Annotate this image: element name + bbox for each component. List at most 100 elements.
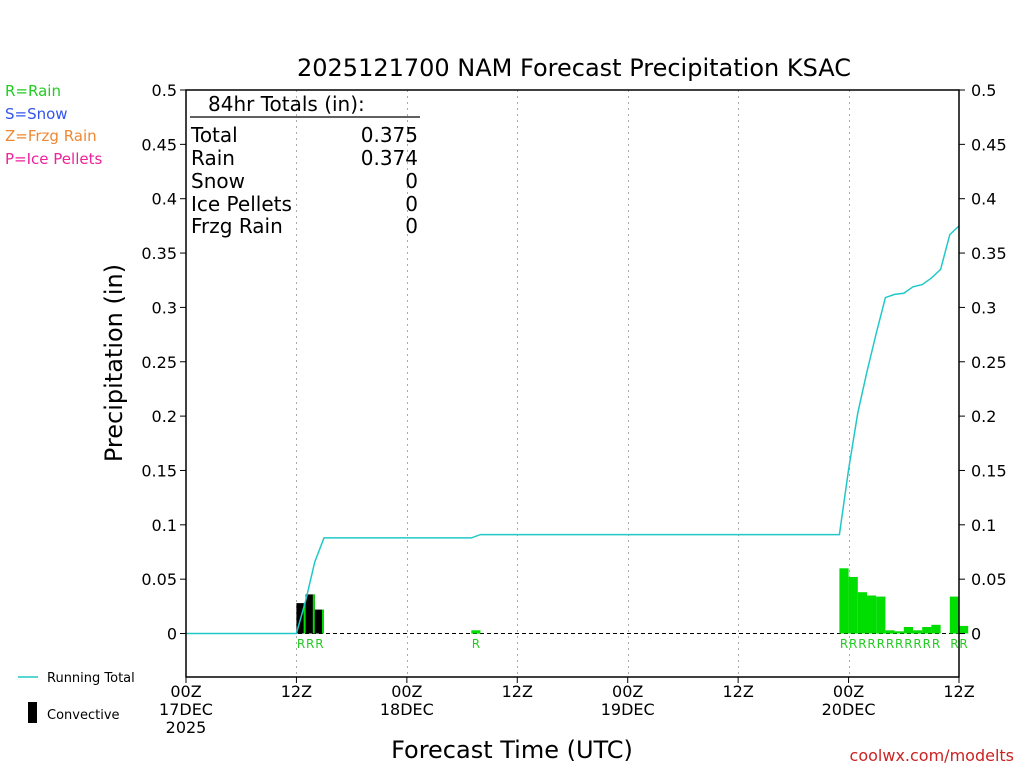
rain-bar [949,596,959,634]
rain-bar [922,627,932,634]
convective-legend-label: Convective [47,708,120,723]
plot-frame [185,89,960,678]
x-tick-label: 19DEC [601,700,655,719]
y-tick-label: 0.4 [152,190,177,209]
y-tick-label-right: 0.4 [971,190,996,209]
precip-bars [296,568,969,634]
x-tick-label: 00Z [391,682,422,701]
totals-label-rain: Rain [191,146,235,170]
x-tick-label: 12Z [281,682,312,701]
rain-bar [867,595,877,634]
x-axis-label: Forecast Time (UTC) [391,736,633,764]
x-tick-label: 2025 [166,718,207,737]
y-tick-label: 0.45 [141,135,177,154]
precip-type-label: R [877,637,885,651]
y-tick-label: 0.1 [152,516,177,535]
totals-value-frzg-rain: 0 [405,214,418,238]
y-tick-label: 0.3 [152,298,177,317]
watermark: coolwx.com/modelts [850,746,1014,765]
precip-type-label: R [932,637,940,651]
y-tick-label-right: 0.35 [971,244,1007,263]
rain-bar [839,568,849,634]
legend-frzg-rain: Z=Frzg Rain [5,127,97,145]
totals-box: 84hr Totals (in): Total 0.375 Rain 0.374… [190,92,420,238]
y-tick-label: 0.05 [141,570,177,589]
totals-value-rain: 0.374 [361,146,418,170]
legend-ice-pellets: P=Ice Pellets [5,150,102,168]
series-legend: Running Total Convective [18,671,135,723]
y-tick-label: 0.35 [141,244,177,263]
y-tick-label: 0.25 [141,353,177,372]
y-tick-label-right: 0.3 [971,298,996,317]
legend-snow: S=Snow [5,105,68,123]
rain-bar-edge [322,609,324,634]
precip-type-label: R [306,637,314,651]
precip-type-label: R [867,637,875,651]
x-tick-label: 00Z [833,682,864,701]
x-tick-label: 17DEC [159,700,213,719]
y-tick-label: 0 [167,625,177,644]
x-tick-label: 12Z [943,682,974,701]
x-tick-label: 18DEC [380,700,434,719]
y-tick-label: 0.5 [152,81,177,100]
y-tick-label-right: 0.5 [971,81,996,100]
rain-bar [857,592,867,634]
precip-type-label: R [840,637,848,651]
rain-bar [894,631,904,634]
totals-label-snow: Snow [191,169,245,193]
rain-bar-edge [303,603,306,634]
precip-type-label: R [849,637,857,651]
running-total-line [186,225,960,635]
x-tick-label: 12Z [502,682,533,701]
totals-value-snow: 0 [405,169,418,193]
y-axis-left: 0 0.05 0.1 0.15 0.2 0.25 0.3 0.35 0.4 0.45 0.5 [141,81,186,644]
y-tick-label: 0.15 [141,461,177,480]
precip-type-label: R [904,637,912,651]
y-tick-label-right: 0.1 [971,516,996,535]
y-tick-label-right: 0.05 [971,570,1007,589]
rain-bar [903,627,913,634]
rain-bar [876,596,886,634]
totals-value-ice-pellets: 0 [405,192,418,216]
rain-bar [885,630,895,634]
precip-type-label: R [959,637,967,651]
x-tick-label: 20DEC [822,700,876,719]
rain-bar [959,625,969,634]
precip-type-label: R [858,637,866,651]
running-total-legend-label: Running Total [47,671,135,686]
y-tick-label-right: 0.2 [971,407,996,426]
y-tick-label-right: 0 [971,625,981,644]
type-legend: R=Rain S=Snow Z=Frzg Rain P=Ice Pellets [5,82,102,168]
y-axis-right: 0 0.05 0.1 0.15 0.2 0.25 0.3 0.35 0.4 0.45 0.5 [959,81,1007,644]
convective-bar [305,594,315,634]
totals-label-frzg-rain: Frzg Rain [191,214,283,238]
rain-bar [931,624,941,634]
x-tick-label: 00Z [170,682,201,701]
rain-bar [848,577,858,634]
rain-bar [471,630,481,634]
y-axis-label: Precipitation (in) [100,264,128,462]
totals-label-ice-pellets: Ice Pellets [191,192,292,216]
rain-bar [913,630,923,634]
vertical-gridlines [296,90,850,677]
precip-type-label: R [297,637,305,651]
chart-title: 2025121700 NAM Forecast Precipitation KS… [297,54,851,82]
totals-value-total: 0.375 [361,123,418,147]
x-tick-label: 00Z [612,682,643,701]
precip-type-label: R [472,637,480,651]
precip-type-label: R [913,637,921,651]
y-tick-label: 0.2 [152,407,177,426]
y-tick-label-right: 0.15 [971,461,1007,480]
convective-legend-swatch [28,702,37,723]
y-tick-label-right: 0.25 [971,353,1007,372]
totals-header: 84hr Totals (in): [208,92,365,116]
precip-type-label: R [886,637,894,651]
y-tick-label-right: 0.45 [971,135,1007,154]
legend-rain: R=Rain [5,82,61,100]
precip-type-label: R [923,637,931,651]
x-tick-label: 12Z [722,682,753,701]
